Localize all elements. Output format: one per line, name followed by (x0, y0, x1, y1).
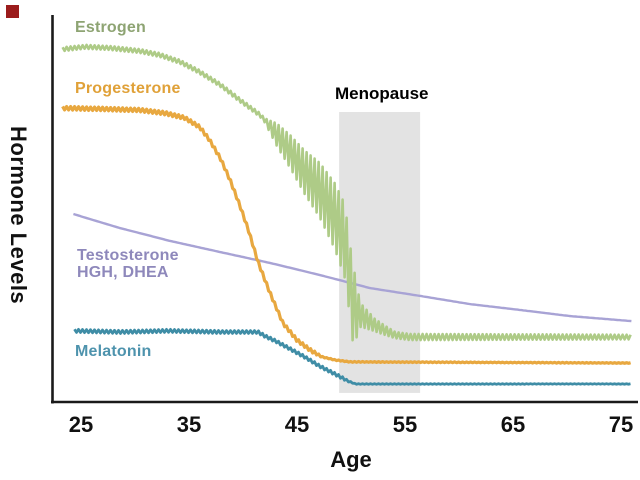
testosterone-label-line1: Testosterone (77, 247, 179, 264)
menopause-annotation-label: Menopause (335, 84, 429, 103)
y-axis-label: Hormone Levels (6, 126, 31, 305)
x-axis-label: Age (330, 447, 372, 472)
menopause-band (339, 112, 421, 393)
testosterone-label-line2: HGH, DHEA (77, 264, 169, 281)
melatonin-series-label: Melatonin (75, 343, 152, 360)
x-tick-35: 35 (176, 412, 202, 437)
progesterone-series-label: Progesterone (75, 80, 181, 97)
series-line-progesterone (61, 104, 632, 365)
series-line-melatonin (73, 327, 631, 386)
red-corner-marker (6, 5, 19, 18)
testosterone-series-label: Testosterone HGH, DHEA (77, 247, 179, 281)
series-line-estrogen (61, 43, 632, 342)
x-tick-55: 55 (392, 412, 418, 437)
x-tick-25: 25 (68, 412, 94, 437)
x-tick-45: 45 (284, 412, 310, 437)
estrogen-series-label: Estrogen (75, 19, 146, 36)
x-tick-65: 65 (500, 412, 526, 437)
x-tick-75: 75 (608, 412, 634, 437)
